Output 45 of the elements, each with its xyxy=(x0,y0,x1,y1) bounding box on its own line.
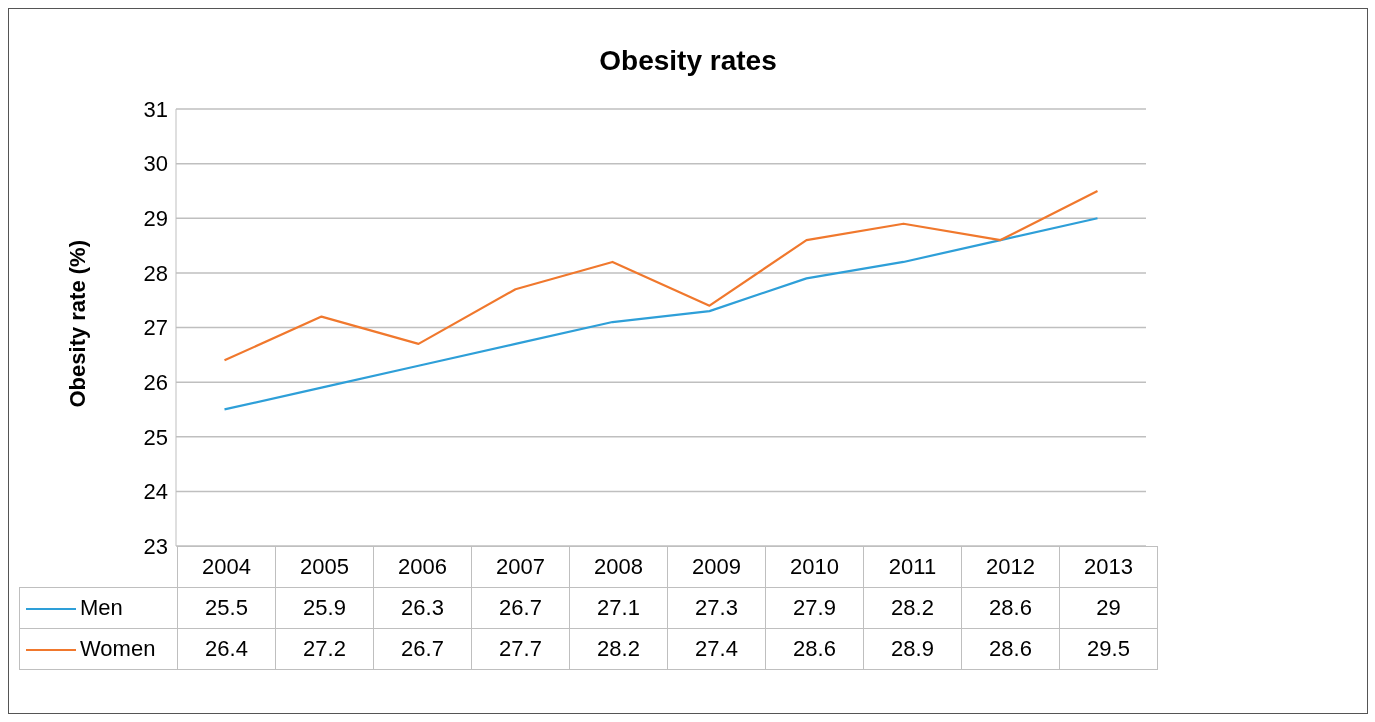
legend-label: Women xyxy=(19,628,178,670)
line-series xyxy=(223,189,1099,362)
y-tick-label: 31 xyxy=(143,96,168,122)
data-label: 26.7 xyxy=(471,587,570,629)
x-tick-label: 2008 xyxy=(569,546,668,588)
y-tick-label: 29 xyxy=(143,206,168,232)
data-label: 27.2 xyxy=(275,628,374,670)
y-tick-label: 26 xyxy=(143,369,168,395)
data-label: 26.4 xyxy=(177,628,276,670)
data-label: 28.6 xyxy=(961,587,1060,629)
x-tick-label: 2013 xyxy=(1059,546,1158,588)
legend-label: Men xyxy=(19,587,178,629)
x-tick-label: 2004 xyxy=(177,546,276,588)
x-tick-label: 2005 xyxy=(275,546,374,588)
data-label: 28.6 xyxy=(765,628,864,670)
x-tick-label: 2011 xyxy=(863,546,962,588)
data-label: 27.4 xyxy=(667,628,766,670)
data-label: 27.7 xyxy=(471,628,570,670)
x-tick-label: 2010 xyxy=(765,546,864,588)
data-label: 29 xyxy=(1059,587,1158,629)
data-label: 26.7 xyxy=(373,628,472,670)
y-tick-label: 30 xyxy=(143,151,168,177)
chart-title: Obesity rates xyxy=(598,45,778,77)
data-label: 25.9 xyxy=(275,587,374,629)
data-label: 28.6 xyxy=(961,628,1060,670)
x-tick-label: 2009 xyxy=(667,546,766,588)
data-label: 27.3 xyxy=(667,587,766,629)
data-label: 28.2 xyxy=(863,587,962,629)
data-label: 27.9 xyxy=(765,587,864,629)
data-label: 27.1 xyxy=(569,587,668,629)
y-axis-title: Obesity rate (%) xyxy=(64,240,90,408)
y-tick-label: 27 xyxy=(143,315,168,341)
data-label: 25.5 xyxy=(177,587,276,629)
data-label: 29.5 xyxy=(1059,628,1158,670)
data-label: 28.2 xyxy=(569,628,668,670)
y-tick-label: 24 xyxy=(143,479,168,505)
x-tick-label: 2007 xyxy=(471,546,570,588)
y-tick-label: 23 xyxy=(143,533,168,559)
x-tick-label: 2012 xyxy=(961,546,1060,588)
x-tick-label: 2006 xyxy=(373,546,472,588)
data-label: 26.3 xyxy=(373,587,472,629)
y-tick-label: 28 xyxy=(143,260,168,286)
line-series xyxy=(223,217,1099,411)
y-tick-label: 25 xyxy=(143,424,168,450)
data-label: 28.9 xyxy=(863,628,962,670)
